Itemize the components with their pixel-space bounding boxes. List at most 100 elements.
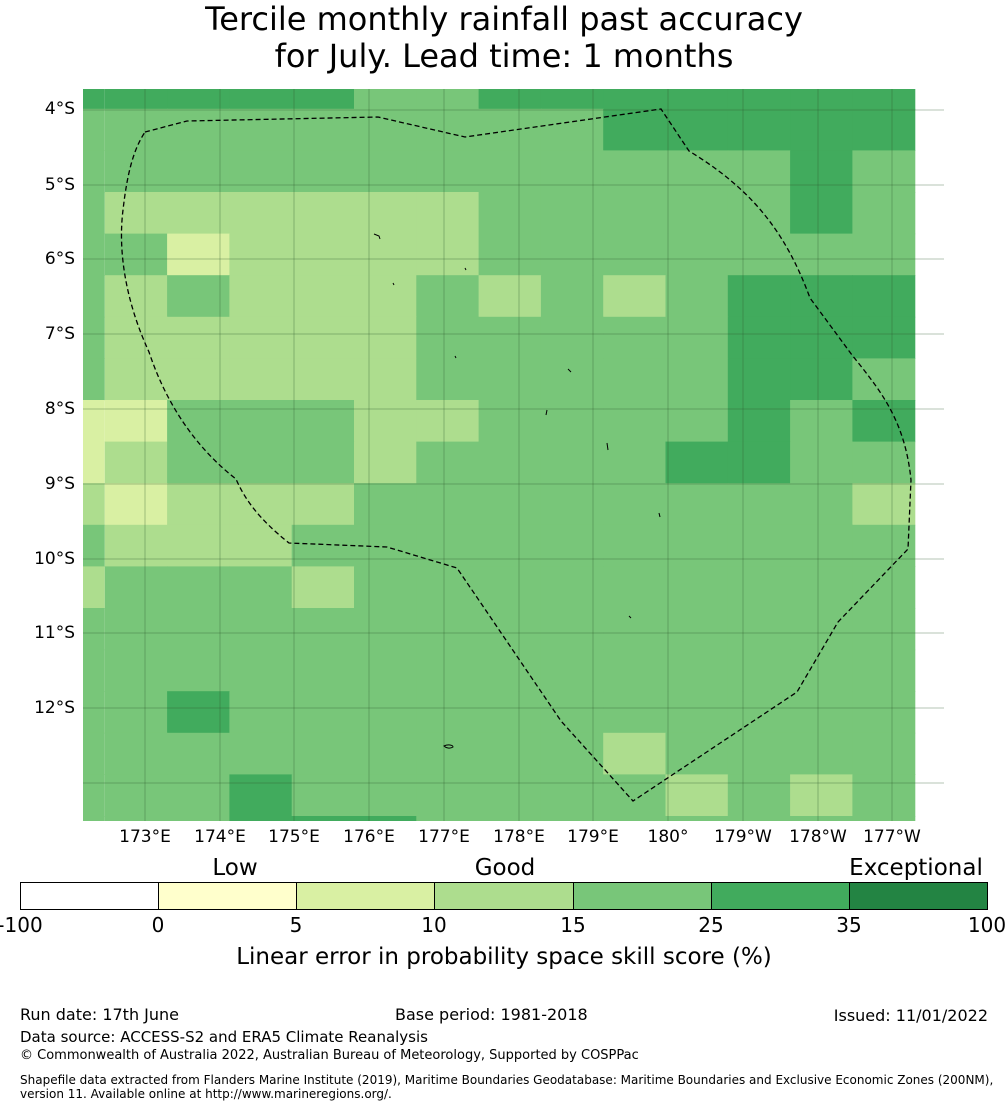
grid-cell <box>167 649 230 692</box>
grid-cell <box>229 649 293 692</box>
grid-cell <box>603 150 667 193</box>
grid-cell <box>416 108 480 151</box>
lat-label-10s: 10°S <box>34 549 75 569</box>
grid-cell <box>852 441 916 484</box>
grid-cell <box>540 608 604 651</box>
lat-label-6s: 6°S <box>44 249 75 269</box>
grid-cell <box>665 89 729 110</box>
grid-cell <box>540 649 604 692</box>
shapefile-credit-line1: Shapefile data extracted from Flanders M… <box>20 1073 994 1087</box>
grid-cell <box>665 316 729 359</box>
grid-cell <box>852 108 916 151</box>
lon-label-177e: 177°E <box>418 827 470 847</box>
grid-cell <box>727 691 791 734</box>
grid-cell <box>167 732 230 775</box>
grid-cell <box>540 358 604 401</box>
skill-score-map <box>83 89 944 821</box>
grid-cell <box>540 774 604 817</box>
grid-cell <box>603 732 667 775</box>
colorbar-tick: 100 <box>967 913 1007 937</box>
grid-cell <box>852 608 916 651</box>
grid-cell <box>291 566 355 609</box>
colorbar-segment <box>21 883 160 909</box>
lon-label-179e: 179°E <box>567 827 619 847</box>
grid-cell <box>104 275 168 318</box>
grid-cell <box>229 608 293 651</box>
grid-cell <box>291 233 355 276</box>
grid-cell <box>416 192 480 235</box>
islands <box>373 233 661 749</box>
grid-cell <box>852 400 916 443</box>
grid-cell <box>852 732 916 775</box>
grid-cell <box>83 816 105 821</box>
grid-cell <box>104 524 168 567</box>
grid-cell <box>790 774 853 817</box>
grid-cell <box>540 89 604 110</box>
grid-cell <box>104 192 168 235</box>
grid-cell <box>229 483 293 526</box>
colorbar-tick: 5 <box>289 913 303 937</box>
grid-cell <box>167 358 230 401</box>
grid-cell <box>478 566 542 609</box>
grid-cell <box>852 774 916 817</box>
grid-cell <box>665 108 729 151</box>
grid-cell <box>790 89 853 110</box>
grid-cell <box>354 691 417 734</box>
grid-cell <box>229 774 293 817</box>
grid-cell <box>291 400 355 443</box>
grid-cell <box>291 316 355 359</box>
grid-cell <box>104 89 168 110</box>
colorbar-segment <box>573 883 712 909</box>
lon-label-174e: 174°E <box>194 827 246 847</box>
grid-cell <box>790 233 853 276</box>
grid-cell <box>354 732 417 775</box>
grid-cell <box>603 192 667 235</box>
grid-cell <box>727 358 791 401</box>
grid-cell <box>478 316 542 359</box>
grid-cell <box>478 89 542 110</box>
grid-cell <box>790 400 853 443</box>
grid-cell <box>416 524 480 567</box>
grid-cell <box>229 691 293 734</box>
grid-cell <box>167 108 230 151</box>
grid-cell <box>83 89 105 110</box>
grid-cell <box>167 566 230 609</box>
grid-cell <box>104 774 168 817</box>
grid-cell <box>727 816 791 821</box>
colorbar-segment <box>849 883 987 909</box>
grid-cell <box>665 732 729 775</box>
grid-cell <box>852 233 916 276</box>
grid-cell <box>478 774 542 817</box>
grid-cell <box>790 108 853 151</box>
grid-cell <box>478 358 542 401</box>
grid-cell <box>291 483 355 526</box>
grid-cell <box>665 441 729 484</box>
grid-cell <box>416 400 480 443</box>
grid-cell <box>83 441 105 484</box>
grid-cell <box>104 400 168 443</box>
grid-cell <box>104 608 168 651</box>
grid-cell <box>665 524 729 567</box>
grid-cell <box>852 275 916 318</box>
island <box>392 282 395 286</box>
grid-cell <box>167 233 230 276</box>
grid-cell <box>665 150 729 193</box>
grid-cell <box>790 316 853 359</box>
data-source: Data source: ACCESS-S2 and ERA5 Climate … <box>20 1028 428 1046</box>
graticule <box>83 89 944 821</box>
grid-cell <box>104 816 168 821</box>
grid-cell <box>291 192 355 235</box>
grid-cell <box>354 150 417 193</box>
issued-date: Issued: 11/01/2022 <box>833 1006 988 1025</box>
shapefile-credit-line2: version 11. Available online at http://w… <box>20 1087 392 1101</box>
grid-cell <box>727 774 791 817</box>
grid-cell <box>83 691 105 734</box>
grid-cell <box>167 691 230 734</box>
grid-cell <box>416 732 480 775</box>
lon-label-175e: 175°E <box>268 827 320 847</box>
grid-cell <box>540 524 604 567</box>
grid-cell <box>291 89 355 110</box>
grid-cell <box>727 732 791 775</box>
grid-cell <box>104 649 168 692</box>
grid-cell <box>665 566 729 609</box>
